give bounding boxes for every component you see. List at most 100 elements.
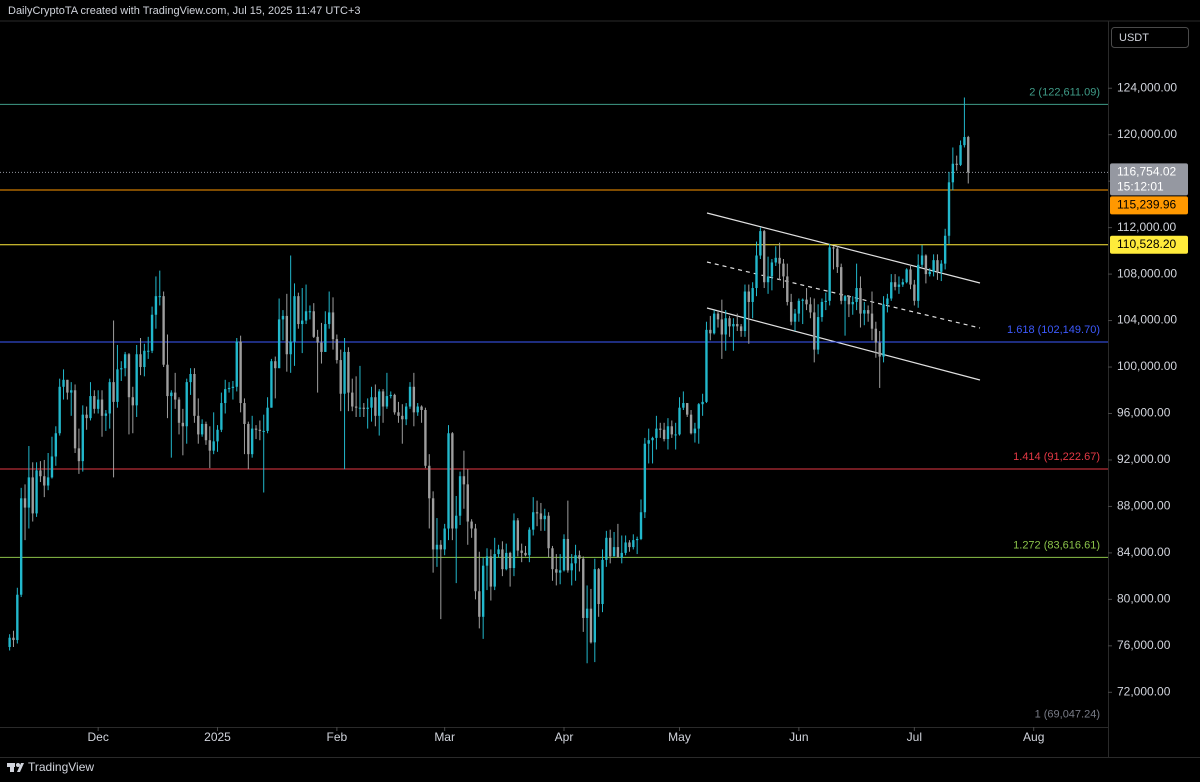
candle-body	[77, 448, 81, 462]
level-label: 1.618 (102,149.70)	[1007, 324, 1100, 336]
price-tag-label: 116,754.02	[1117, 165, 1176, 179]
candle-body	[917, 264, 920, 301]
candle-body	[250, 428, 254, 455]
candle-body	[551, 548, 554, 570]
candle-body	[743, 291, 747, 332]
candle-body	[177, 399, 181, 423]
candle-body	[635, 538, 639, 541]
candle-body	[293, 296, 296, 342]
candle-body	[574, 555, 577, 564]
candle-body	[227, 387, 231, 390]
candle-body	[628, 542, 631, 548]
candle-body	[732, 324, 735, 327]
candle-body	[385, 396, 389, 407]
candle-body	[274, 361, 277, 369]
logo-part	[16, 763, 20, 767]
candle-body	[659, 428, 662, 430]
candle-body	[689, 414, 693, 434]
y-tick-label: 120,000.00	[1117, 127, 1177, 141]
candle-body	[8, 637, 11, 648]
candle-body	[878, 342, 881, 357]
candle-body	[843, 296, 847, 301]
candle-body	[23, 498, 27, 508]
candle-body	[770, 262, 774, 277]
candle-body	[739, 326, 743, 332]
candle-body	[558, 570, 562, 573]
candle-body	[936, 260, 939, 272]
candle-body	[489, 556, 493, 587]
candle-body	[93, 396, 96, 409]
candle-body	[797, 300, 801, 314]
candle-body	[58, 386, 61, 434]
candle-body	[697, 404, 700, 429]
candle-body	[420, 406, 423, 411]
candle-body	[16, 594, 19, 641]
candle-body	[682, 403, 685, 408]
candle-body	[820, 301, 824, 318]
candle-body	[200, 423, 204, 435]
candle-body	[147, 350, 150, 352]
price-tag-countdown: 15:12:01	[1117, 180, 1164, 194]
candle-body	[327, 312, 331, 325]
candle-body	[281, 315, 285, 320]
candle-body	[516, 520, 520, 551]
candle-body	[570, 563, 573, 571]
candle-body	[736, 324, 739, 327]
candle-body	[455, 515, 458, 529]
candle-body	[897, 284, 901, 287]
candle-body	[693, 428, 697, 434]
candle-body	[277, 319, 281, 369]
candle-body	[474, 528, 477, 592]
candle-body	[404, 406, 408, 420]
candle-body	[46, 477, 50, 486]
candle-body	[166, 364, 169, 397]
candle-body	[135, 354, 138, 406]
candle-body	[62, 379, 65, 387]
candle-body	[616, 547, 620, 558]
candle-body	[789, 301, 793, 322]
plot-area	[0, 97, 1108, 664]
candle-body	[943, 235, 947, 264]
candle-body	[304, 311, 308, 321]
candle-body	[208, 440, 212, 451]
candle-body	[505, 552, 508, 570]
candle-body	[189, 374, 192, 383]
candle-body	[782, 263, 785, 277]
candle-body	[905, 269, 908, 283]
candle-body	[928, 271, 931, 275]
y-tick-label: 84,000.00	[1117, 545, 1171, 559]
candle-body	[493, 554, 496, 587]
candle-body	[859, 288, 862, 314]
candle-body	[401, 415, 404, 420]
candle-body	[543, 515, 546, 520]
candle-body	[893, 282, 897, 287]
candle-body	[535, 512, 539, 514]
candle-body	[832, 247, 835, 249]
candle-body	[470, 521, 473, 529]
candle-body	[485, 556, 489, 566]
candle-body	[185, 382, 188, 427]
candle-body	[701, 401, 704, 405]
candle-body	[647, 440, 650, 444]
x-tick-label: 2025	[204, 730, 231, 744]
candle-body	[909, 269, 912, 285]
candle-body	[324, 324, 327, 352]
candle-body	[801, 299, 804, 301]
x-tick-label: Aug	[1023, 730, 1044, 744]
candle-body	[96, 399, 100, 409]
candle-body	[243, 403, 246, 424]
candle-body	[408, 386, 412, 407]
candle-body	[193, 374, 196, 416]
candle-body	[836, 248, 839, 268]
candle-body	[747, 291, 750, 302]
candle-body	[381, 391, 385, 407]
currency-button[interactable]	[1111, 27, 1189, 48]
candle-body	[127, 354, 131, 398]
candle-body	[347, 351, 350, 393]
x-tick-label: Apr	[555, 730, 574, 744]
candle-body	[170, 392, 173, 397]
candle-body	[335, 339, 339, 361]
candle-body	[755, 255, 758, 289]
candle-body	[959, 145, 962, 165]
